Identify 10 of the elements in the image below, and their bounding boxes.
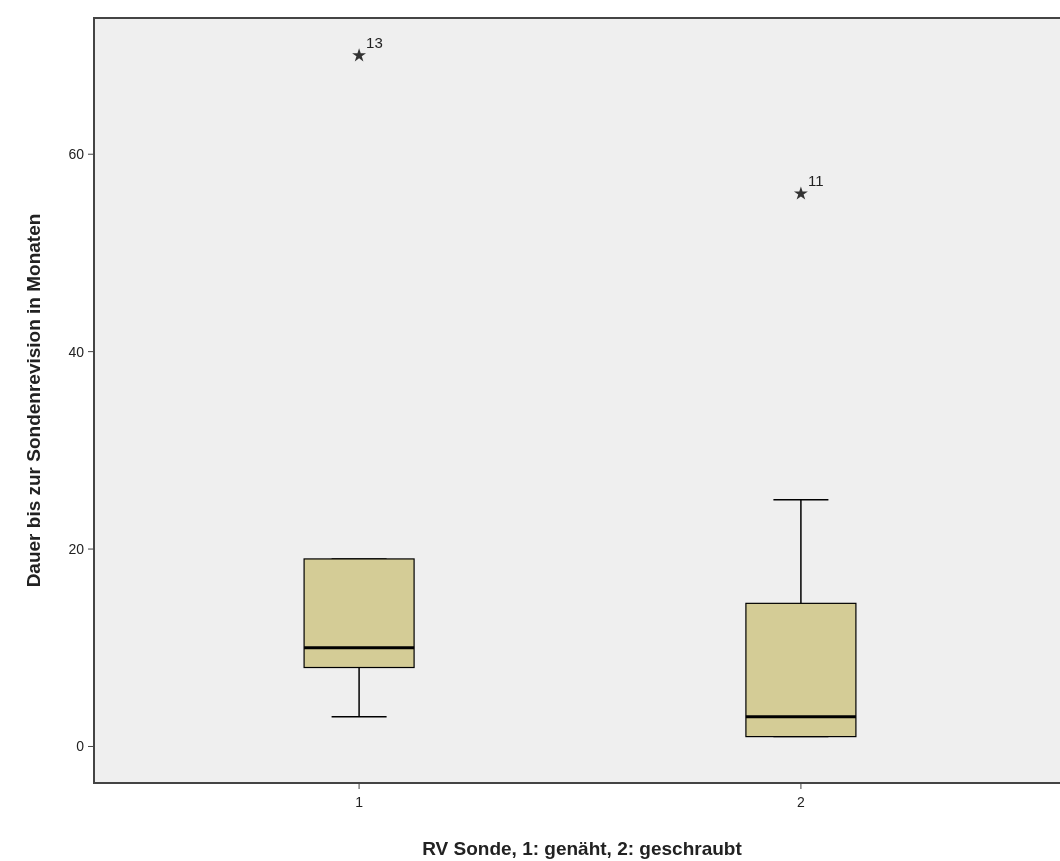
annotation: 11 [807,171,824,189]
annotation: 13 [366,33,383,51]
x-tick-label: 2 [797,794,806,810]
x-axis-title: RV Sonde, 1: genäht, 2: geschraubt [422,838,743,859]
y-axis-title: Dauer bis zur Sondenrevision in Monaten [23,213,44,588]
y-tick-label: 0 [76,738,85,755]
y-tick-label: 40 [68,343,85,360]
y-tick-label: 60 [68,146,85,163]
x-tick-label: 1 [355,794,364,810]
y-tick-label: 20 [68,540,85,557]
